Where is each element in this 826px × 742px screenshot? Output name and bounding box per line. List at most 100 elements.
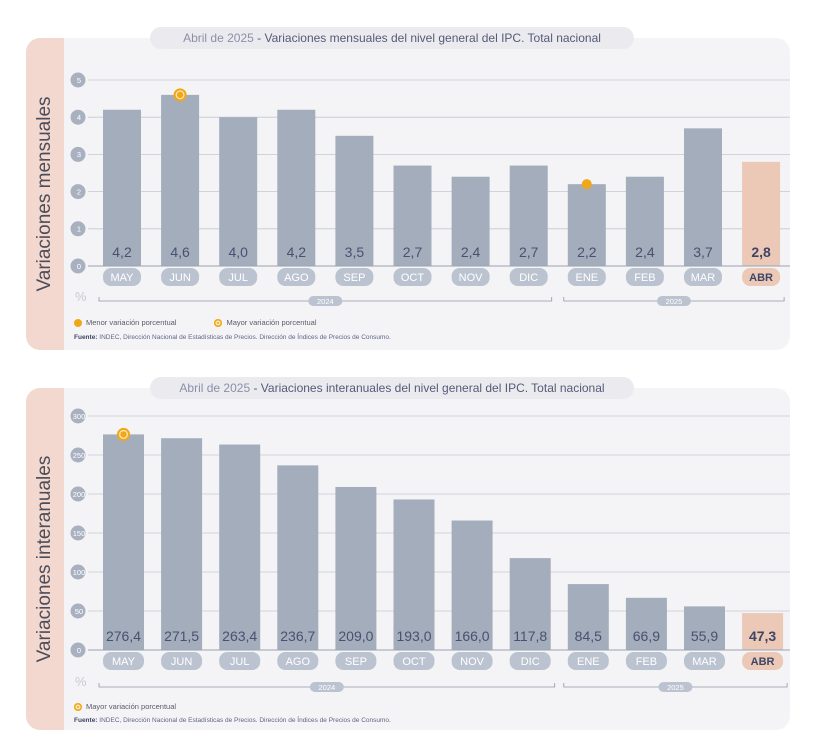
bar [567,584,609,650]
source-note: Fuente: INDEC, Dirección Nacional de Est… [74,334,391,341]
x-tick-label: MAY [110,272,134,284]
bar-value-label: 66,9 [633,628,660,644]
category-pill [103,268,141,286]
year-label: 2024 [319,683,336,692]
source-text: INDEC, Dirección Nacional de Estadística… [99,717,391,724]
side-tab: Variaciones interanuales [26,388,64,730]
bar-value-label: 4,2 [287,244,307,260]
bar-value-label: 3,5 [345,244,365,260]
bar-value-label: 4,2 [112,244,132,260]
y-tick-label: 0 [77,646,81,655]
category-pill [451,652,493,670]
bar [393,499,435,650]
bar-value-label: 2,8 [751,244,771,260]
legend-max-label: Mayor variación porcentual [86,702,177,711]
y-tick: 150 [70,525,86,541]
title-text: Variaciones mensuales del nivel general … [264,31,601,45]
y-tick-bubble [70,184,86,200]
chart-title-monthly: Abril de 2025 - Variaciones mensuales de… [150,27,634,49]
x-tick-label: OCT [401,272,425,284]
y-tick-bubble [70,447,86,463]
y-tick: 0 [70,258,86,274]
title-separator: - [250,381,261,395]
x-tick-label: ABR [751,656,775,668]
category-pill [335,268,374,286]
bar-value-label: 4,6 [170,244,190,260]
bar [451,520,493,650]
x-tick-label: JUL [228,272,248,284]
source-note: Fuente: INDEC, Dirección Nacional de Est… [74,717,391,724]
bar [161,94,200,266]
y-tick-bubble [70,642,86,658]
year-label: 2024 [317,297,334,306]
bar-value-label: 276,4 [106,628,141,644]
category-pill [161,652,203,670]
y-tick-label: 5 [77,76,81,85]
x-tick-label: DIC [521,656,540,668]
x-tick-label: ENE [577,656,600,668]
bar [393,165,432,266]
y-tick: 4 [70,109,86,125]
max-marker-icon [74,702,82,711]
legend: Mayor variación porcentual [74,702,176,711]
category-pill [219,268,258,286]
bar [335,486,377,650]
x-tick-label: JUN [171,656,192,668]
category-pill [161,268,200,286]
y-tick: 200 [70,486,86,502]
y-tick-label: 100 [73,568,86,577]
bar [509,165,548,266]
year-label: 2025 [666,297,683,306]
y-tick-label: 3 [77,150,81,159]
x-tick-label: DIC [519,272,538,284]
bar-value-label: 2,4 [461,244,481,260]
x-tick-label: NOV [460,656,485,668]
x-tick-label: AGO [286,656,311,668]
bar [509,558,551,650]
y-tick-bubble [70,564,86,580]
y-tick: 0 [70,642,86,658]
bar [451,176,490,266]
bar [103,109,141,266]
category-pill [684,652,725,670]
bar-value-label: 263,4 [222,628,257,644]
x-tick-label: ABR [749,272,773,284]
bar-value-label: 209,0 [338,628,373,644]
bar-value-label: 236,7 [280,628,315,644]
bar [742,161,781,266]
y-tick-label: 150 [73,529,86,538]
bar-value-label: 193,0 [396,628,431,644]
min-marker-icon [74,318,82,327]
bar-value-label: 166,0 [455,628,490,644]
bar [684,128,722,266]
category-pill [684,268,722,286]
y-tick: 50 [70,603,86,619]
category-pill [277,268,316,286]
category-pill [509,268,548,286]
category-pill [625,268,664,286]
x-tick-label: JUN [169,272,190,284]
category-pill [335,652,377,670]
bar [742,613,784,650]
y-tick: 250 [70,447,86,463]
y-tick: 1 [70,221,86,237]
y-tick-bubble [70,72,86,88]
y-tick-bubble [70,221,86,237]
title-date: Abril de 2025 [183,31,254,45]
x-tick-label: MAY [112,656,136,668]
category-pill [625,652,667,670]
year-pill [308,296,343,306]
bar [625,597,667,650]
y-tick-bubble [70,258,86,274]
year-pill [656,296,691,306]
min-marker [581,179,592,190]
bar-value-label: 4,0 [228,244,248,260]
category-pill [567,652,609,670]
unit-label: % [75,674,87,689]
max-marker-core [176,91,184,99]
category-pill [393,652,435,670]
bar [219,444,261,650]
category-pill [567,268,606,286]
year-pill [658,682,693,692]
